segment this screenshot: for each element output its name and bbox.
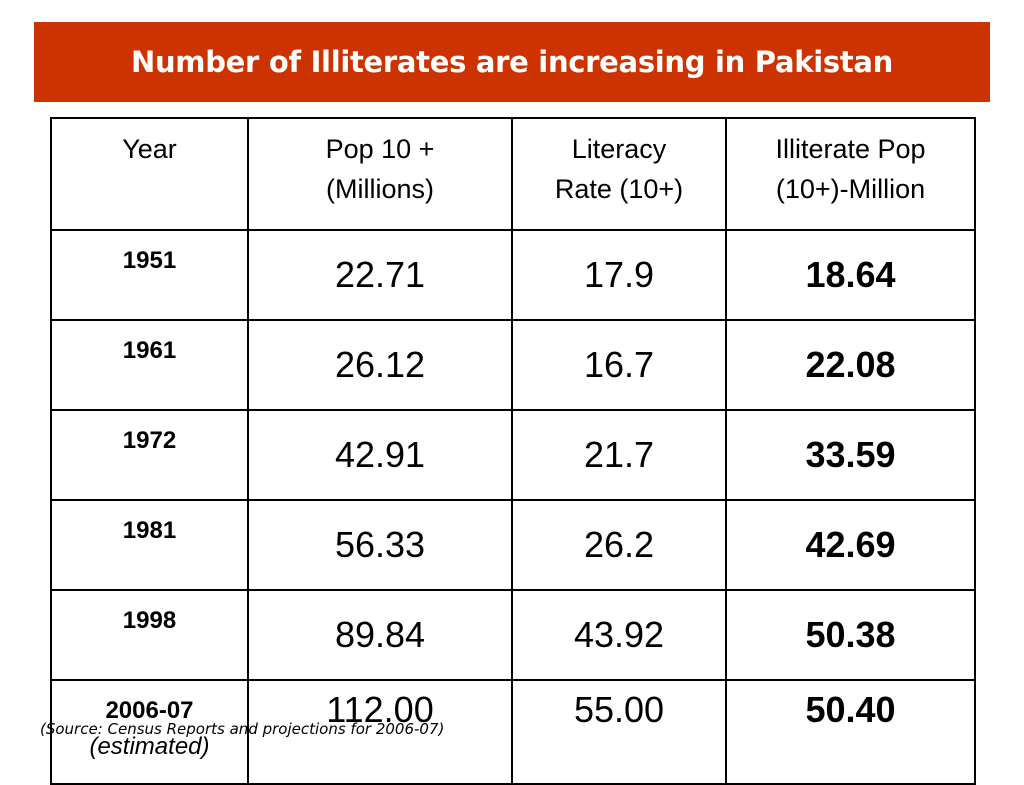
table-row: 1961 26.12 16.7 22.08 bbox=[50, 319, 976, 411]
pop-cell: 22.71 bbox=[247, 229, 513, 321]
illiterate-cell: 22.08 bbox=[725, 319, 976, 411]
header-pop-line2: (Millions) bbox=[326, 174, 434, 204]
literacy-cell: 16.7 bbox=[511, 319, 727, 411]
table-row: 1951 22.71 17.9 18.64 bbox=[50, 229, 976, 321]
pop-cell: 56.33 bbox=[247, 499, 513, 591]
header-literacy-line2: Rate (10+) bbox=[554, 174, 684, 204]
header-year-label: Year bbox=[122, 134, 177, 164]
table-row: 1981 56.33 26.2 42.69 bbox=[50, 499, 976, 591]
year-cell: 2006-07 (estimated) bbox=[50, 679, 249, 785]
header-illiterate: Illiterate Pop (10+)-Million bbox=[725, 117, 976, 231]
year-cell: 1998 bbox=[50, 589, 249, 681]
header-literacy-line1: Literacy bbox=[571, 134, 667, 164]
literacy-cell: 17.9 bbox=[511, 229, 727, 321]
pop-cell: 26.12 bbox=[247, 319, 513, 411]
pop-cell: 89.84 bbox=[247, 589, 513, 681]
literacy-cell: 26.2 bbox=[511, 499, 727, 591]
header-pop-line1: Pop 10 + bbox=[325, 134, 435, 164]
year-value: 2006-07 bbox=[105, 697, 194, 724]
header-row: Year Pop 10 + (Millions) Literacy Rate (… bbox=[50, 117, 976, 231]
illiterate-cell: 42.69 bbox=[725, 499, 976, 591]
illiterate-cell: 50.40 bbox=[725, 679, 976, 785]
header-illiterate-line1: Illiterate Pop bbox=[775, 134, 926, 164]
illiterate-cell: 18.64 bbox=[725, 229, 976, 321]
source-note: (Source: Census Reports and projections … bbox=[40, 720, 445, 738]
illiterate-cell: 50.38 bbox=[725, 589, 976, 681]
slide-title: Number of Illiterates are increasing in … bbox=[130, 45, 894, 79]
table-row: 1998 89.84 43.92 50.38 bbox=[50, 589, 976, 681]
header-literacy: Literacy Rate (10+) bbox=[511, 117, 727, 231]
estimated-note: (estimated) bbox=[89, 733, 210, 760]
table-row: 1972 42.91 21.7 33.59 bbox=[50, 409, 976, 501]
year-cell: 1981 bbox=[50, 499, 249, 591]
literacy-cell: 43.92 bbox=[511, 589, 727, 681]
illiterate-cell: 33.59 bbox=[725, 409, 976, 501]
year-cell: 1972 bbox=[50, 409, 249, 501]
illiteracy-table: Year Pop 10 + (Millions) Literacy Rate (… bbox=[50, 117, 976, 785]
title-banner: Number of Illiterates are increasing in … bbox=[34, 22, 990, 102]
literacy-cell: 21.7 bbox=[511, 409, 727, 501]
header-illiterate-line2: (10+)-Million bbox=[775, 174, 926, 204]
literacy-cell: 55.00 bbox=[511, 679, 727, 785]
year-cell: 1951 bbox=[50, 229, 249, 321]
header-pop: Pop 10 + (Millions) bbox=[247, 117, 513, 231]
header-year: Year bbox=[50, 117, 249, 231]
year-cell: 1961 bbox=[50, 319, 249, 411]
pop-cell: 42.91 bbox=[247, 409, 513, 501]
